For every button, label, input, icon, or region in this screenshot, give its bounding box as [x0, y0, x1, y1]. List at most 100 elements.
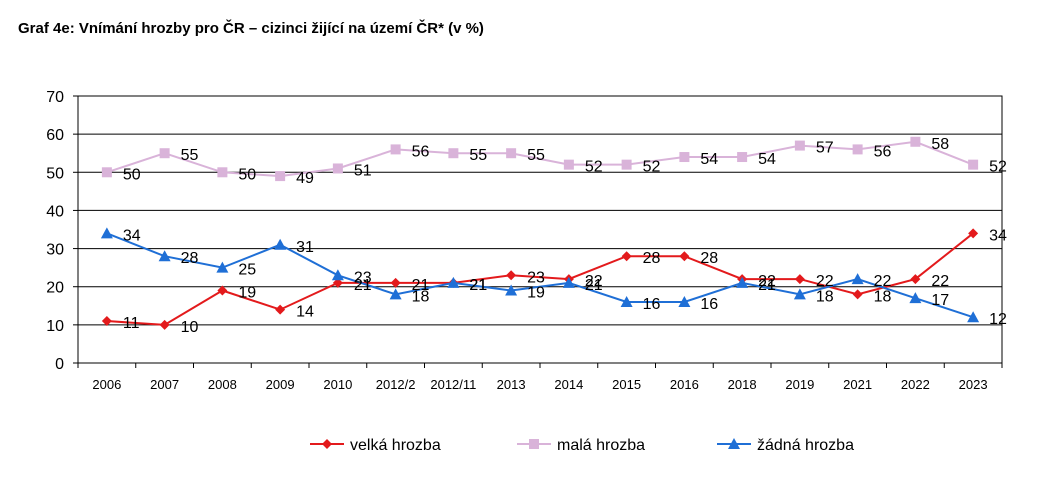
data-point [793, 288, 806, 300]
data-label: 28 [700, 250, 718, 267]
y-tick-label: 40 [46, 203, 64, 220]
data-label: 58 [931, 136, 949, 153]
data-label: 31 [296, 239, 314, 256]
x-tick-label: 2016 [670, 377, 699, 392]
data-point [620, 295, 633, 307]
data-label: 11 [123, 315, 140, 332]
plot-area [77, 95, 1003, 364]
data-point [851, 273, 864, 285]
data-label: 54 [700, 151, 718, 168]
data-point [101, 167, 112, 178]
x-tick-label: 2018 [728, 377, 757, 392]
data-label: 25 [238, 262, 256, 279]
x-tick-label: 2015 [612, 377, 641, 392]
legend: velká hrozba malá hrozba žádná hrozba [310, 437, 854, 454]
x-tick-label: 2021 [843, 377, 872, 392]
data-label: 22 [816, 273, 834, 290]
data-label: 28 [181, 250, 199, 267]
x-tick-label: 2006 [92, 377, 121, 392]
data-point [159, 319, 170, 330]
data-point [737, 152, 748, 163]
data-point [158, 250, 171, 262]
data-point [910, 274, 921, 285]
data-label: 52 [643, 159, 661, 176]
data-point [390, 277, 401, 288]
data-label: 34 [123, 227, 141, 244]
data-point [968, 159, 979, 170]
x-tick-label: 2008 [208, 377, 237, 392]
data-label: 54 [758, 151, 776, 168]
data-label: 21 [469, 277, 487, 294]
data-point [678, 295, 691, 307]
data-point [100, 227, 113, 239]
data-point [159, 148, 170, 159]
data-label: 19 [527, 285, 545, 302]
data-label: 22 [874, 273, 892, 290]
x-tick-label: 2012/11 [430, 377, 476, 392]
data-label: 55 [469, 147, 487, 164]
data-point [332, 277, 343, 288]
data-label: 21 [412, 277, 430, 294]
data-point [275, 171, 286, 182]
data-label: 50 [123, 166, 141, 183]
y-tick-label: 10 [46, 318, 64, 335]
data-label: 18 [816, 288, 834, 305]
x-tick-label: 2022 [901, 377, 930, 392]
data-label: 49 [296, 170, 314, 187]
data-point [505, 284, 518, 296]
axes [77, 95, 1003, 364]
data-label: 22 [931, 273, 949, 290]
data-label: 51 [354, 162, 372, 179]
data-point [216, 261, 229, 273]
data-point [621, 251, 632, 262]
data-label: 34 [989, 227, 1007, 244]
x-tick-label: 2014 [554, 377, 583, 392]
data-label: 56 [412, 143, 430, 160]
x-tick-label: 2009 [266, 377, 295, 392]
data-point [322, 439, 332, 449]
data-point [910, 136, 921, 147]
data-point [389, 288, 402, 300]
y-tick-label: 0 [55, 356, 64, 373]
data-label: 22 [758, 273, 776, 290]
y-tick-label: 30 [46, 242, 64, 259]
data-point [967, 311, 980, 323]
data-point [562, 276, 575, 288]
data-point [506, 270, 517, 281]
x-tick-label: 2007 [150, 377, 179, 392]
series-line-1 [106, 140, 974, 178]
data-point [390, 144, 401, 155]
data-label: 18 [412, 288, 430, 305]
y-axis-ticks: 0 10 20 30 40 50 60 70 [46, 89, 78, 373]
data-label: 21 [758, 277, 776, 294]
data-point [448, 148, 459, 159]
legend-label: velká hrozba [350, 437, 441, 454]
x-tick-label: 2019 [785, 377, 814, 392]
series-group [100, 136, 980, 330]
data-label: 23 [354, 269, 372, 286]
data-label: 18 [874, 288, 892, 305]
x-tick-label: 2013 [497, 377, 526, 392]
data-label: 55 [527, 147, 545, 164]
data-point [794, 274, 805, 285]
data-point [275, 304, 286, 315]
data-label: 22 [585, 273, 603, 290]
data-label: 16 [700, 296, 718, 313]
data-label: 50 [238, 166, 256, 183]
data-point [274, 238, 287, 250]
data-label: 23 [527, 269, 545, 286]
data-label: 12 [989, 311, 1007, 328]
data-point [728, 438, 740, 449]
data-label: 19 [238, 285, 256, 302]
x-tick-label: 2010 [323, 377, 352, 392]
data-point [217, 285, 228, 296]
data-point [332, 163, 343, 174]
y-tick-label: 60 [46, 127, 64, 144]
data-label: 10 [181, 319, 199, 336]
data-point [968, 228, 979, 239]
legend-label: žádná hrozba [757, 437, 854, 454]
data-label: 57 [816, 140, 834, 157]
data-label: 52 [585, 159, 603, 176]
data-point [506, 148, 517, 159]
